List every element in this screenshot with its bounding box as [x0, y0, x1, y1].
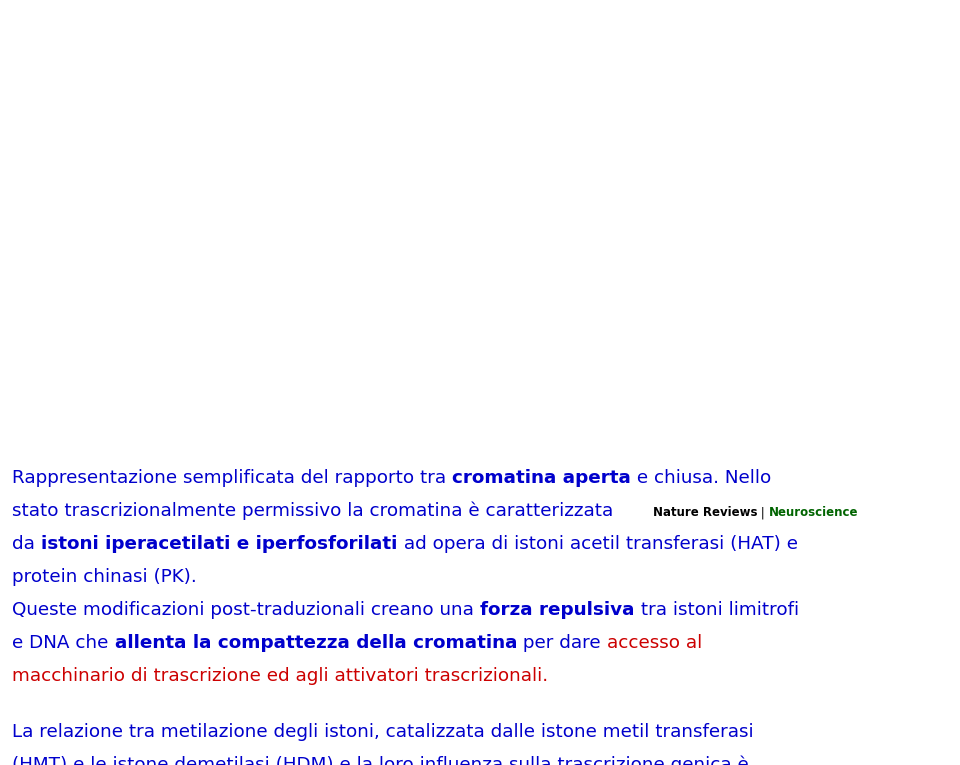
Bar	[0, 0, 960, 478]
Text: Nature Reviews: Nature Reviews	[653, 506, 757, 519]
Text: da: da	[12, 536, 41, 553]
Text: istoni iperacetilati e iperfosforilati: istoni iperacetilati e iperfosforilati	[41, 536, 397, 553]
Text: e DNA che: e DNA che	[12, 634, 115, 652]
Text: La relazione tra metilazione degli istoni, catalizzata dalle istone metil transf: La relazione tra metilazione degli iston…	[12, 723, 755, 741]
Text: accesso al: accesso al	[607, 634, 702, 652]
Text: Queste modificazioni post-traduzionali creano una: Queste modificazioni post-traduzionali c…	[12, 601, 480, 619]
Text: macchinario di trascrizione ed agli attivatori trascrizionali.: macchinario di trascrizione ed agli atti…	[12, 667, 548, 685]
Text: |: |	[757, 506, 769, 519]
Text: allenta la compattezza della cromatina: allenta la compattezza della cromatina	[115, 634, 517, 652]
Text: (HMT) e le istone demetilasi (HDM) e la loro influenza sulla trascrizione genica: (HMT) e le istone demetilasi (HDM) e la …	[12, 755, 749, 765]
Text: per dare: per dare	[517, 634, 607, 652]
Text: e chiusa. Nello: e chiusa. Nello	[632, 470, 772, 487]
Text: protein chinasi (PK).: protein chinasi (PK).	[12, 568, 197, 586]
Text: stato trascrizionalmente permissivo la cromatina è caratterizzata: stato trascrizionalmente permissivo la c…	[12, 502, 613, 520]
Text: forza repulsiva: forza repulsiva	[480, 601, 635, 619]
Text: ad opera di istoni acetil transferasi (HAT) e: ad opera di istoni acetil transferasi (H…	[397, 536, 798, 553]
Text: tra istoni limitrofi: tra istoni limitrofi	[635, 601, 799, 619]
Text: Rappresentazione semplificata del rapporto tra: Rappresentazione semplificata del rappor…	[12, 470, 452, 487]
Text: cromatina aperta: cromatina aperta	[452, 470, 632, 487]
Text: Neuroscience: Neuroscience	[769, 506, 858, 519]
